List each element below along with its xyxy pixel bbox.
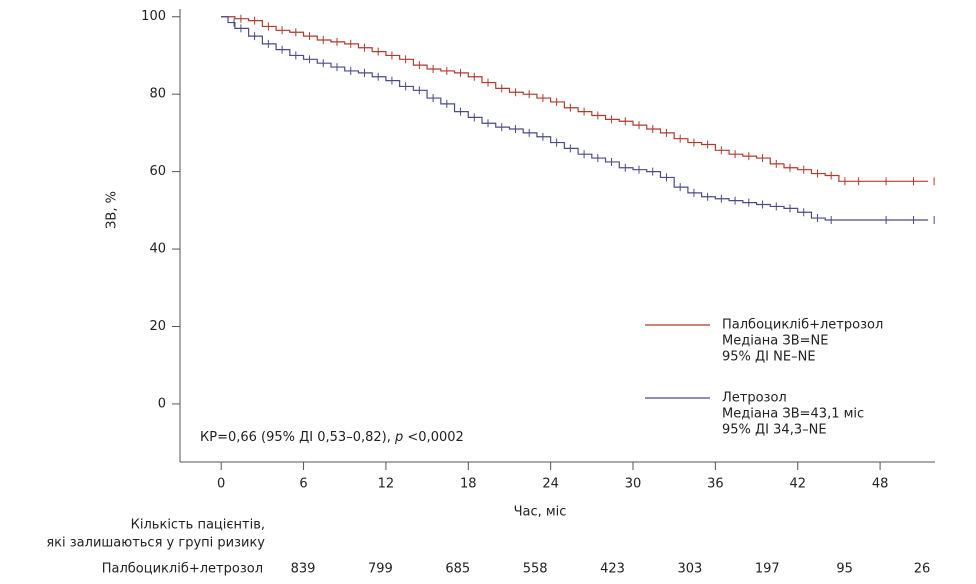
risk-count: 558 — [523, 562, 548, 577]
y-tick-label: 0 — [158, 396, 166, 411]
annotation-part: КР=0,66 (95% ДІ 0,53–0,82), — [200, 430, 395, 445]
y-tick-label: 60 — [149, 164, 166, 179]
risk-count: 839 — [291, 562, 316, 577]
risk-count: 303 — [677, 562, 702, 577]
x-axis-label: Час, міс — [514, 505, 567, 520]
risk-row-label: Палбоцикліб+летрозол — [102, 562, 263, 577]
risk-title: Кількість пацієнтів, — [131, 518, 265, 533]
risk-count: 423 — [600, 562, 625, 577]
y-axis-label: ЗВ, % — [105, 191, 120, 229]
x-tick-label: 24 — [542, 477, 559, 492]
x-tick-label: 30 — [625, 477, 642, 492]
y-tick-label: 80 — [149, 87, 166, 102]
y-tick-label: 40 — [149, 242, 166, 257]
x-tick-label: 18 — [460, 477, 477, 492]
x-tick-label: 0 — [217, 477, 225, 492]
risk-count: 197 — [755, 562, 780, 577]
x-tick-label: 6 — [299, 477, 307, 492]
risk-count: 685 — [445, 562, 470, 577]
annotation-part: p — [394, 430, 403, 445]
y-tick-label: 100 — [141, 9, 166, 24]
legend-detail: 95% ДІ NE–NE — [722, 350, 816, 365]
risk-count: 95 — [836, 562, 853, 577]
annotation: КР=0,66 (95% ДІ 0,53–0,82), p <0,0002 — [200, 430, 464, 445]
legend-label: Палбоцикліб+летрозол — [722, 318, 883, 333]
y-tick-label: 20 — [149, 319, 166, 334]
legend-detail: 95% ДІ 34,3–NE — [722, 423, 827, 438]
legend-detail: Медіана ЗВ=43,1 міс — [722, 407, 864, 422]
legend-detail: Медіана ЗВ=NE — [722, 334, 828, 349]
x-tick-label: 42 — [789, 477, 806, 492]
survival-curve — [221, 16, 929, 221]
survival-curve — [221, 16, 929, 182]
risk-count: 26 — [914, 562, 931, 577]
annotation-part: <0,0002 — [403, 430, 464, 445]
legend-label: Летрозол — [722, 391, 787, 406]
x-tick-label: 48 — [872, 477, 889, 492]
x-tick-label: 36 — [707, 477, 724, 492]
risk-count: 799 — [368, 562, 393, 577]
x-tick-label: 12 — [378, 477, 395, 492]
risk-title: які залишаються у групі ризику — [46, 536, 265, 551]
